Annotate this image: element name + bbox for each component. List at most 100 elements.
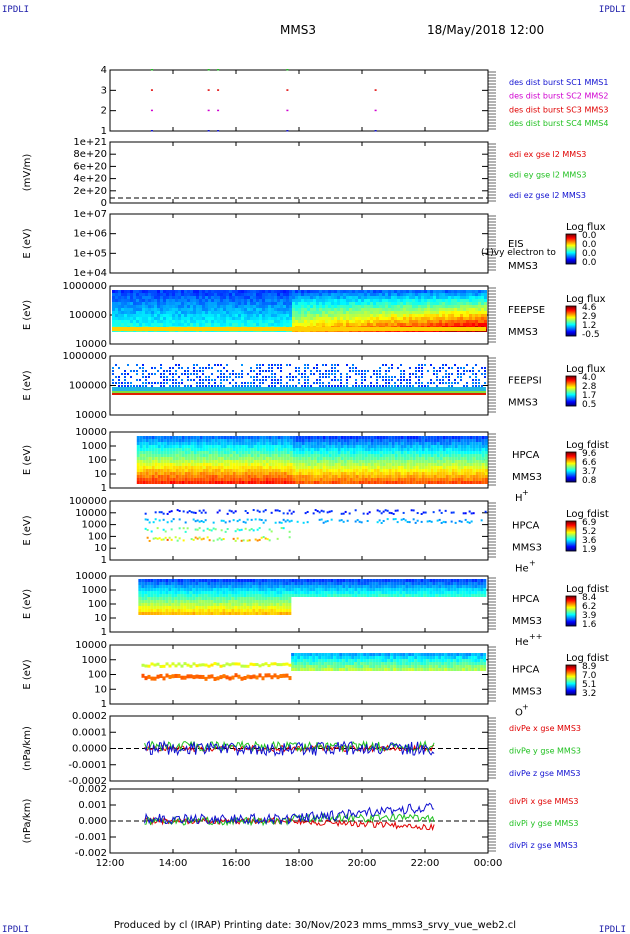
spectrogram-cell [439, 379, 441, 381]
spectrogram-cell [283, 445, 287, 448]
spectrogram-cell [334, 451, 338, 454]
spectrogram-cell [265, 457, 269, 460]
spectrogram-cell [196, 314, 199, 317]
spectrogram-cell [184, 469, 188, 472]
spectrogram-cell [316, 445, 320, 448]
spectrogram-cell [469, 454, 473, 457]
spectrogram-cell [349, 436, 353, 439]
spectrogram-cell [160, 448, 164, 451]
spectrogram-cell [256, 436, 260, 439]
spectrogram-cell [436, 436, 440, 439]
colorbar-segment [566, 388, 576, 390]
spectrogram-cell [290, 519, 293, 522]
spectrogram-cell [331, 436, 335, 439]
spectrogram-cell [124, 370, 126, 372]
spectrogram-cell [418, 317, 421, 320]
spectrogram-cell [352, 460, 356, 463]
spectrogram-cell [439, 463, 443, 466]
spectrogram-cell [208, 299, 211, 302]
spectrogram-cell [373, 296, 376, 299]
spectrogram-cell [157, 382, 159, 384]
spectrogram-cell [331, 311, 334, 314]
spectrogram-cell [127, 382, 129, 384]
spectrogram-cell [289, 376, 291, 378]
spectrogram-cell [157, 454, 161, 457]
spectrogram-cell [163, 478, 167, 481]
spectrogram-cell [226, 379, 228, 381]
spectrogram-cell [217, 317, 220, 320]
spectrogram-cell [190, 466, 194, 469]
spectrogram-cell [424, 457, 428, 460]
spectrogram-cell [226, 481, 230, 484]
spectrogram-cell [204, 519, 207, 522]
spectrogram-cell [373, 472, 377, 475]
spectrogram-cell [259, 314, 262, 317]
spectrogram-cell [163, 481, 167, 484]
spectrogram-cell [223, 436, 227, 439]
spectrogram-cell [160, 314, 163, 317]
spectrogram-cell [277, 451, 281, 454]
spectrogram-cell [136, 299, 139, 302]
spectrogram-cell [349, 320, 352, 323]
spectrogram-cell [169, 367, 171, 369]
spectrogram-cell [400, 436, 404, 439]
spectrogram-cell [394, 382, 396, 384]
spectrogram-cell [181, 463, 185, 466]
spectrogram-cell [160, 463, 164, 466]
spectrogram-cell [430, 314, 433, 317]
spectrogram-cell [151, 442, 155, 445]
spectrogram-cell [184, 385, 186, 387]
spectrogram-cell [160, 308, 163, 311]
spectrogram-cell [295, 442, 299, 445]
spectrogram-cell [232, 311, 235, 314]
spectrogram-cell [271, 293, 274, 296]
spectrogram-cell [334, 472, 338, 475]
spectrogram-cell [463, 469, 467, 472]
spectrogram-cell [412, 454, 416, 457]
spectrogram-cell [202, 454, 206, 457]
spectrogram-cell [382, 296, 385, 299]
spectrogram-cell [196, 382, 198, 384]
spectrogram-cell [163, 463, 167, 466]
spectrogram-cell [415, 382, 417, 384]
spectrogram-cell [382, 454, 386, 457]
spectrogram-cell [238, 385, 240, 387]
spectrogram-cell [484, 510, 487, 513]
spectrogram-cell [460, 323, 463, 326]
spectrogram-cell [154, 442, 158, 445]
spectrogram-cell [172, 469, 176, 472]
spectrogram-cell [448, 478, 452, 481]
spectrogram-cell [253, 320, 256, 323]
spectrogram-cell [367, 302, 370, 305]
spectrogram-cell [253, 448, 257, 451]
spectrogram-cell [472, 436, 476, 439]
spectrogram-cell [484, 367, 486, 369]
spectrogram-cell [379, 370, 381, 372]
spectrogram-cell [127, 373, 129, 375]
spectrogram-cell [391, 379, 393, 381]
spectrogram-cell [460, 379, 462, 381]
spectrogram-cell [325, 442, 329, 445]
spectrogram-cell [421, 466, 425, 469]
spectrogram-cell [148, 463, 152, 466]
spectrogram-cell [142, 296, 145, 299]
spectrogram-cell [166, 463, 170, 466]
spectrogram-cell [241, 364, 243, 366]
spectrogram-cell [181, 367, 183, 369]
spectrogram-cell [286, 512, 289, 515]
spectrogram-cell [217, 454, 221, 457]
spectrogram-cell [241, 305, 244, 308]
spectrogram-cell [304, 460, 308, 463]
spectrogram-cell [235, 466, 239, 469]
colorbar-segment [566, 403, 576, 405]
spectrogram-cell [295, 478, 299, 481]
spectrogram-cell [331, 466, 335, 469]
spectrogram-cell [172, 296, 175, 299]
spectrogram-cell [373, 463, 377, 466]
spectrogram-cell [250, 311, 253, 314]
spectrogram-cell [298, 451, 302, 454]
spectrogram-cell [250, 442, 254, 445]
legend-entry: des dist burst SC3 MMS3 [509, 105, 608, 114]
spectrogram-cell [301, 385, 303, 387]
spectrogram-cell [220, 305, 223, 308]
